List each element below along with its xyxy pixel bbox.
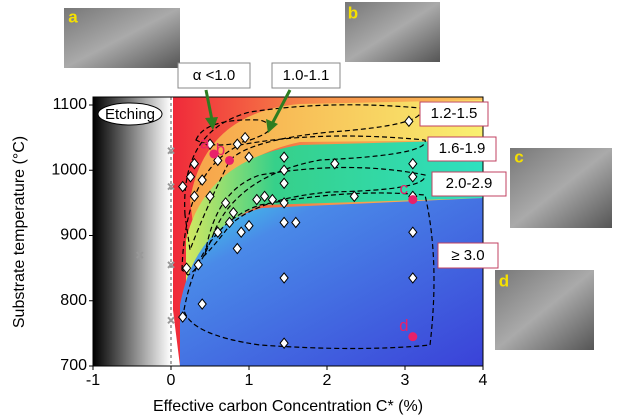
region-label: 1.6-1.9 bbox=[439, 140, 486, 157]
y-tick-label: 1100 bbox=[53, 96, 88, 113]
data-point bbox=[408, 195, 417, 204]
x-axis-label: Effective carbon Concentration C* (%) bbox=[153, 398, 423, 415]
point-label: b bbox=[216, 140, 225, 159]
x-tick-label: 1 bbox=[245, 372, 254, 389]
region-label: 1.2-1.5 bbox=[431, 105, 478, 122]
data-point bbox=[225, 156, 234, 165]
image-label: a bbox=[68, 7, 78, 26]
image-label: c bbox=[514, 147, 523, 166]
region-label: ≥ 3.0 bbox=[451, 247, 484, 264]
y-tick-label: 1000 bbox=[51, 161, 87, 178]
region-label: 1.0-1.1 bbox=[283, 67, 330, 84]
y-tick-label: 800 bbox=[60, 292, 87, 309]
x-tick-label: 4 bbox=[479, 372, 488, 389]
x-tick-label: -1 bbox=[86, 372, 100, 389]
x-tick-label: 3 bbox=[401, 372, 410, 389]
etching-label: Etching bbox=[105, 106, 155, 123]
x-tick-label: 0 bbox=[167, 372, 176, 389]
region-label: 2.0-2.9 bbox=[446, 175, 493, 192]
data-point bbox=[408, 332, 417, 341]
point-label: a bbox=[200, 133, 210, 152]
point-label: c bbox=[400, 179, 409, 198]
region-label: α <1.0 bbox=[193, 67, 235, 84]
x-tick-label: 2 bbox=[323, 372, 332, 389]
y-tick-label: 900 bbox=[60, 227, 87, 244]
image-label: b bbox=[348, 3, 358, 22]
y-tick-label: 700 bbox=[60, 357, 87, 374]
chart: Substrate temperature (°C) Effective car… bbox=[0, 0, 620, 416]
plot-background bbox=[93, 97, 483, 366]
image-label: d bbox=[499, 271, 509, 290]
y-axis-label: Substrate temperature (°C) bbox=[11, 136, 28, 328]
point-label: d bbox=[399, 316, 408, 335]
